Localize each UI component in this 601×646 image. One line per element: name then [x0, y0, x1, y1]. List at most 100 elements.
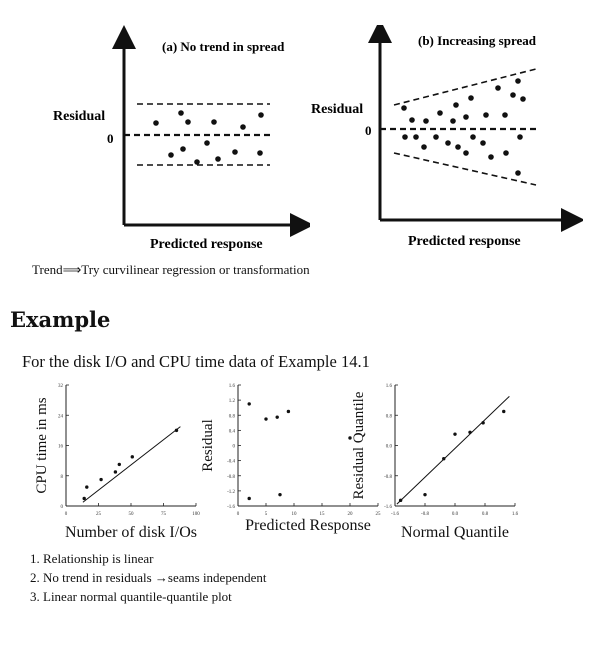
residual-point: [257, 150, 263, 156]
x-axis-label: Predicted response: [408, 234, 521, 249]
residual-point: [503, 150, 509, 156]
fit-line: [82, 426, 181, 503]
residual-point: [204, 140, 210, 146]
residual-point: [211, 119, 217, 125]
y-tick-label: 0: [61, 505, 64, 510]
data-point: [453, 432, 457, 436]
y-tick-label: -1.6: [384, 505, 392, 510]
y-axis-label: Residual: [53, 109, 105, 124]
residual-point: [240, 124, 246, 130]
residual-point: [215, 156, 221, 162]
residual-point: [483, 112, 489, 118]
chart-residual-vs-predicted: 0 5 10 15 20 25 -1.6 -1.2 -0.8 -0.4 0 0.4 0.8 1.2 1.6 P…: [200, 384, 382, 534]
x-tick-label: 25: [376, 512, 382, 517]
data-point: [174, 428, 179, 433]
y-tick-label: 0.8: [229, 414, 236, 419]
fit-line: [396, 395, 510, 505]
data-point: [113, 470, 118, 474]
x-tick-label: 50: [129, 512, 135, 517]
upper-band: [393, 68, 537, 106]
list-item: 2. No trend in residuals →seams independ…: [30, 570, 267, 585]
y-tick-label: 0.8: [386, 414, 393, 419]
residual-point: [423, 118, 429, 124]
y-tick-label: -0.4: [227, 460, 235, 465]
residual-point: [455, 144, 461, 150]
residual-point: [433, 134, 439, 140]
residual-point: [185, 119, 191, 125]
residual-point: [401, 105, 407, 111]
data-point: [247, 496, 251, 501]
data-point: [468, 430, 472, 434]
y-tick-label: 0: [233, 445, 236, 450]
y-tick-label: -1.2: [227, 490, 235, 495]
data-point: [398, 498, 403, 503]
y-tick-label: 16: [58, 445, 64, 450]
data-point: [117, 462, 122, 467]
y-tick-label: -1.6: [227, 505, 235, 510]
x-tick-label: -0.8: [421, 512, 429, 517]
residual-point: [168, 152, 174, 158]
y-tick-label: 0.4: [229, 429, 236, 434]
residual-points: [153, 110, 264, 165]
zero-label: 0: [107, 131, 114, 146]
residual-point: [463, 150, 469, 156]
data-point: [423, 492, 427, 497]
list-item: 3. Linear normal quantile-quantile plot: [30, 589, 232, 604]
x-axis-label: Normal Quantile: [401, 524, 509, 541]
data-point: [348, 436, 352, 440]
residual-point: [515, 170, 521, 176]
x-tick-label: 20: [348, 512, 354, 517]
residual-point: [258, 112, 264, 118]
data-point: [85, 485, 89, 489]
residual-point: [517, 134, 523, 140]
x-tick-label: 75: [161, 512, 167, 517]
x-tick-label: 5: [265, 512, 268, 517]
x-tick-label: -1.6: [391, 512, 399, 517]
y-tick-label: -0.8: [384, 475, 392, 480]
x-tick-label: 0.0: [452, 512, 459, 517]
list-item: 1. Relationship is linear: [30, 551, 154, 566]
zero-label: 0: [365, 123, 372, 138]
x-axis-label: Number of disk I/Os: [65, 524, 197, 541]
residual-point: [450, 118, 456, 124]
residual-point: [232, 149, 238, 155]
y-tick-label: -0.8: [227, 475, 235, 480]
y-tick-label: 1.2: [229, 399, 236, 404]
residual-point: [488, 154, 494, 160]
residual-point: [453, 102, 459, 108]
residual-point: [510, 92, 516, 98]
x-tick-label: 100: [192, 512, 200, 517]
y-tick-label: 32: [58, 384, 64, 389]
residual-point: [470, 134, 476, 140]
residual-point: [515, 78, 521, 84]
data-point: [275, 415, 279, 419]
y-axis-label: Residual: [311, 102, 363, 117]
x-tick-label: 0: [237, 512, 240, 517]
figure-title: (a) No trend in spread: [162, 39, 285, 54]
figure-title: (b) Increasing spread: [418, 33, 537, 48]
residual-point: [178, 110, 184, 116]
data-point: [278, 492, 282, 497]
residual-point: [180, 146, 186, 152]
x-axis-label: Predicted response: [150, 237, 263, 252]
residual-point: [463, 114, 469, 120]
residual-point: [409, 117, 415, 123]
residual-point: [502, 112, 508, 118]
x-tick-label: 1.6: [512, 512, 519, 517]
figure-increasing-spread: (b) Increasing spread Residual 0 Predict…: [311, 25, 583, 249]
y-tick-label: 0.0: [386, 445, 393, 450]
data-point: [442, 457, 446, 461]
residual-point: [153, 120, 159, 126]
data-point: [481, 421, 485, 425]
data-point: [247, 402, 251, 406]
y-tick-label: 24: [58, 414, 64, 419]
x-axis-label: Predicted Response: [245, 517, 371, 534]
example-intro: For the disk I/O and CPU time data of Ex…: [22, 352, 370, 371]
residual-point: [413, 134, 419, 140]
data-point: [99, 477, 103, 482]
trend-note: Trend⟹Try curvilinear regression or tran…: [32, 262, 310, 277]
x-tick-label: 0: [65, 512, 68, 517]
y-tick-label: 1.6: [386, 384, 393, 389]
data-point: [286, 409, 291, 414]
figure-no-trend: (a) No trend in spread Residual 0 Predic…: [53, 25, 310, 252]
